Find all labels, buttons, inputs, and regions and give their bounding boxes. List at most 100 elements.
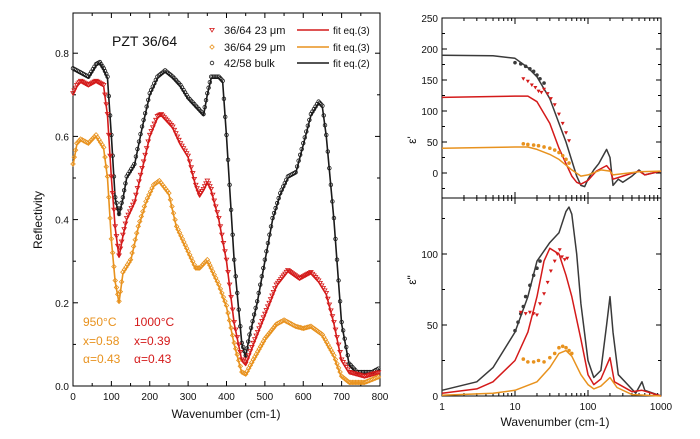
data-point-bulk_right <box>538 259 542 263</box>
annotation-alpha-043-a: α=0.43 <box>83 352 121 366</box>
fit-line-f29 <box>441 146 662 177</box>
data-point-f29 <box>552 351 557 356</box>
data-point-f23 <box>545 92 550 96</box>
data-point-f29 <box>536 143 541 148</box>
chart-title: PZT 36/64 <box>112 33 177 49</box>
fit-line-f23 <box>441 247 662 397</box>
data-point-f29 <box>557 150 561 155</box>
x-axis-label-right: Wavenumber (cm-1) <box>501 415 610 429</box>
data-point-f29 <box>542 145 546 149</box>
data-point-bulk_right <box>516 320 520 324</box>
x-tick-label: 200 <box>141 392 158 403</box>
data-point-bulk_right <box>531 273 536 278</box>
fit-line-bulk_right <box>441 206 662 397</box>
data-point-f29 <box>552 148 557 152</box>
data-point-bulk_right <box>542 81 546 85</box>
data-point-f29 <box>526 360 530 364</box>
data-point-f29 <box>567 161 571 165</box>
data-point-f23 <box>542 87 547 92</box>
data-point-f29 <box>526 142 530 147</box>
x-axis-label: Wavenumber (cm-1) <box>172 407 281 421</box>
y-tick-label: 150 <box>421 76 438 87</box>
y-tick-label: 200 <box>421 45 438 56</box>
data-point-f23 <box>560 121 565 126</box>
data-point-f29 <box>570 351 574 356</box>
data-point-bulk_right <box>531 69 536 74</box>
x-tick-label: 300 <box>180 392 197 403</box>
data-point-f23 <box>562 258 567 262</box>
data-point-f23 <box>525 79 530 84</box>
left-overlays: PZT 36/64 Reflectivity Wavenumber (cm-1)… <box>31 33 280 421</box>
annotation-x-039: x=0.39 <box>134 334 171 348</box>
data-point-f23 <box>536 89 541 94</box>
data-point-f23 <box>527 310 532 315</box>
data-point-f29 <box>521 142 526 146</box>
data-point-f29 <box>548 355 552 360</box>
data-point-f23 <box>521 77 526 81</box>
annotation-x-058: x=0.58 <box>83 334 120 348</box>
data-point-bulk_right <box>538 76 542 81</box>
fit-line-bulk_right <box>441 54 662 188</box>
data-point <box>375 370 382 376</box>
data-point-bulk_right <box>535 73 539 77</box>
y-tick-label: 0.2 <box>55 299 69 310</box>
data-point-f29 <box>548 146 552 150</box>
data-point-f23 <box>531 312 536 316</box>
x-tick-label: 500 <box>257 392 274 403</box>
eps-real-chart: 0 50 100 150 200 250 <box>421 14 662 199</box>
y-tick-label: 0 <box>432 392 438 403</box>
data-point-f29 <box>521 357 526 361</box>
legend-data-23um: 36/64 23 μm <box>224 25 285 37</box>
annotation-temp-1000: 1000°C <box>134 315 174 329</box>
y-tick-label: 50 <box>427 321 439 332</box>
legend-marker-bulk <box>209 60 215 66</box>
data-point-f29 <box>560 344 565 349</box>
fit-line-f23 <box>441 95 662 185</box>
fit-line-f29 <box>72 135 381 385</box>
data-point-f23 <box>537 302 542 306</box>
x-tick-label: 0 <box>70 392 76 403</box>
eps-imag-ylabel: ε" <box>405 275 419 285</box>
legend-marker-f23 <box>209 28 215 33</box>
x-tick-label: 100 <box>580 402 597 413</box>
data-point-f23 <box>534 313 539 318</box>
data-point-f23 <box>552 259 557 264</box>
data-point-bulk_right <box>528 283 532 288</box>
data-point-f29 <box>536 358 541 363</box>
data-point-f23 <box>529 83 534 87</box>
data-point-f29 <box>564 157 568 162</box>
annotation-alpha-043-b: α=0.43 <box>134 352 172 366</box>
data-point-f23 <box>533 85 538 90</box>
y-tick-label: 50 <box>427 138 439 149</box>
x-tick-label: 800 <box>372 392 389 403</box>
data-point-bulk_right <box>518 62 523 66</box>
data-point-f29 <box>531 143 536 147</box>
data-point <box>204 178 211 184</box>
data-point-f23 <box>542 292 547 296</box>
data-point-bulk_right <box>535 266 539 271</box>
x-tick-label: 100 <box>103 392 120 403</box>
x-tick-label: 1000 <box>650 402 673 413</box>
data-point-f23 <box>518 310 523 315</box>
annotation-temp-950: 950°C <box>83 315 117 329</box>
legend-data-29um: 36/64 29 μm <box>224 42 285 54</box>
data-point-bulk_right <box>521 304 526 309</box>
x-tick-label: 10 <box>509 402 521 413</box>
data-point-f23 <box>539 90 544 95</box>
y-tick-label: 100 <box>421 107 438 118</box>
data-point-f23 <box>556 112 561 117</box>
fit-line-bulk <box>72 62 381 375</box>
y-tick-label: 0.8 <box>55 49 69 60</box>
plot-frame <box>441 197 662 397</box>
fit-line-f29 <box>441 349 662 397</box>
reflectivity-chart: 0 100 200 300 400 500 600 700 800 0.0 0.2 0.4 0.6 0.8 <box>55 12 389 403</box>
data-point-f29 <box>560 153 565 158</box>
plot-frame <box>441 17 662 199</box>
legend-fit-23um: fit eq.(3) <box>333 26 370 37</box>
y-tick-label: 250 <box>421 14 438 25</box>
data-point-f29 <box>557 345 561 350</box>
x-tick-label: 700 <box>333 392 350 403</box>
data-point-f23 <box>523 312 528 316</box>
data-point-bulk_right <box>523 294 528 299</box>
y-tick-label: 100 <box>421 250 438 261</box>
